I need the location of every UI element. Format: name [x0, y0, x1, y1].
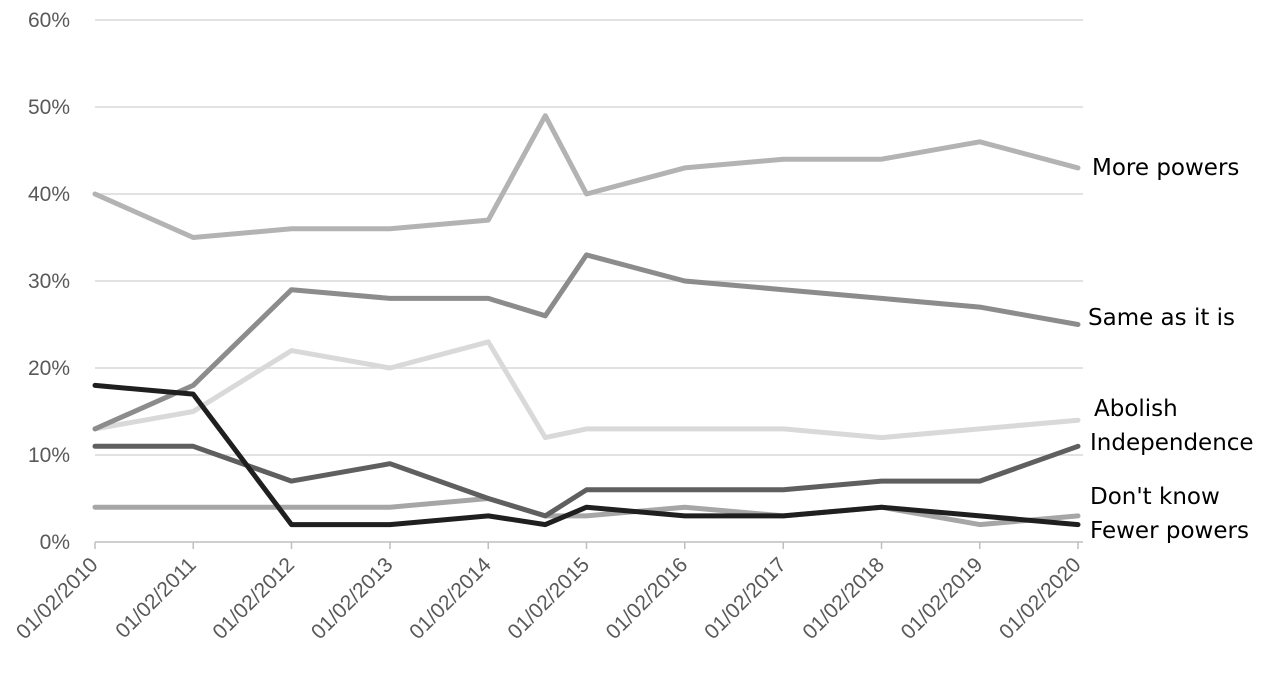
x-tick-label: 01/02/2019 [897, 553, 988, 644]
series-line-more-powers [92, 113, 1081, 240]
y-tick-label: 30% [28, 270, 70, 293]
series-line-fewer-powers [92, 382, 1081, 528]
series-lines [92, 113, 1081, 528]
series-label-same-as-it-is: Same as it is [1088, 305, 1235, 331]
series-label-fewer-powers: Fewer powers [1090, 518, 1249, 544]
y-tick-label: 40% [28, 183, 70, 206]
series-label-more-powers: More powers [1092, 155, 1239, 181]
y-tick-label: 60% [28, 9, 70, 32]
x-tick-label: 01/02/2010 [12, 553, 103, 644]
x-tick-label: 01/02/2018 [798, 553, 889, 644]
series-label-abolish: Abolish [1094, 396, 1178, 422]
x-tick-label: 01/02/2012 [208, 553, 299, 644]
x-tick-label: 01/02/2011 [111, 553, 200, 642]
gridlines [94, 19, 1083, 549]
series-line-independence [92, 443, 1081, 519]
series-line-abolish [92, 339, 1081, 441]
series-label-independence: Independence [1090, 430, 1254, 456]
x-axis-tick-labels: 01/02/2010 01/02/2011 01/02/2012 01/02/2013… [12, 553, 1086, 644]
series-label-don-t-know: Don't know [1090, 484, 1220, 510]
series-labels: More powers Same as it is Abolish Independe… [1088, 155, 1254, 544]
x-tick-label: 01/02/2015 [503, 553, 594, 644]
x-tick-label: 01/02/2016 [602, 553, 693, 644]
y-axis-tick-labels: 0% 10% 20% 30% 40% 50% 60% [28, 9, 70, 554]
x-tick-label: 01/02/2020 [995, 553, 1086, 644]
y-tick-label: 0% [40, 531, 70, 554]
y-tick-label: 20% [28, 357, 70, 380]
y-tick-label: 10% [28, 444, 70, 467]
series-line-same-as-it-is [92, 252, 1081, 432]
y-tick-label: 50% [28, 96, 70, 119]
x-tick-label: 01/02/2014 [405, 553, 496, 644]
x-tick-label: 01/02/2013 [307, 553, 398, 644]
x-tick-label: 01/02/2017 [700, 553, 791, 644]
